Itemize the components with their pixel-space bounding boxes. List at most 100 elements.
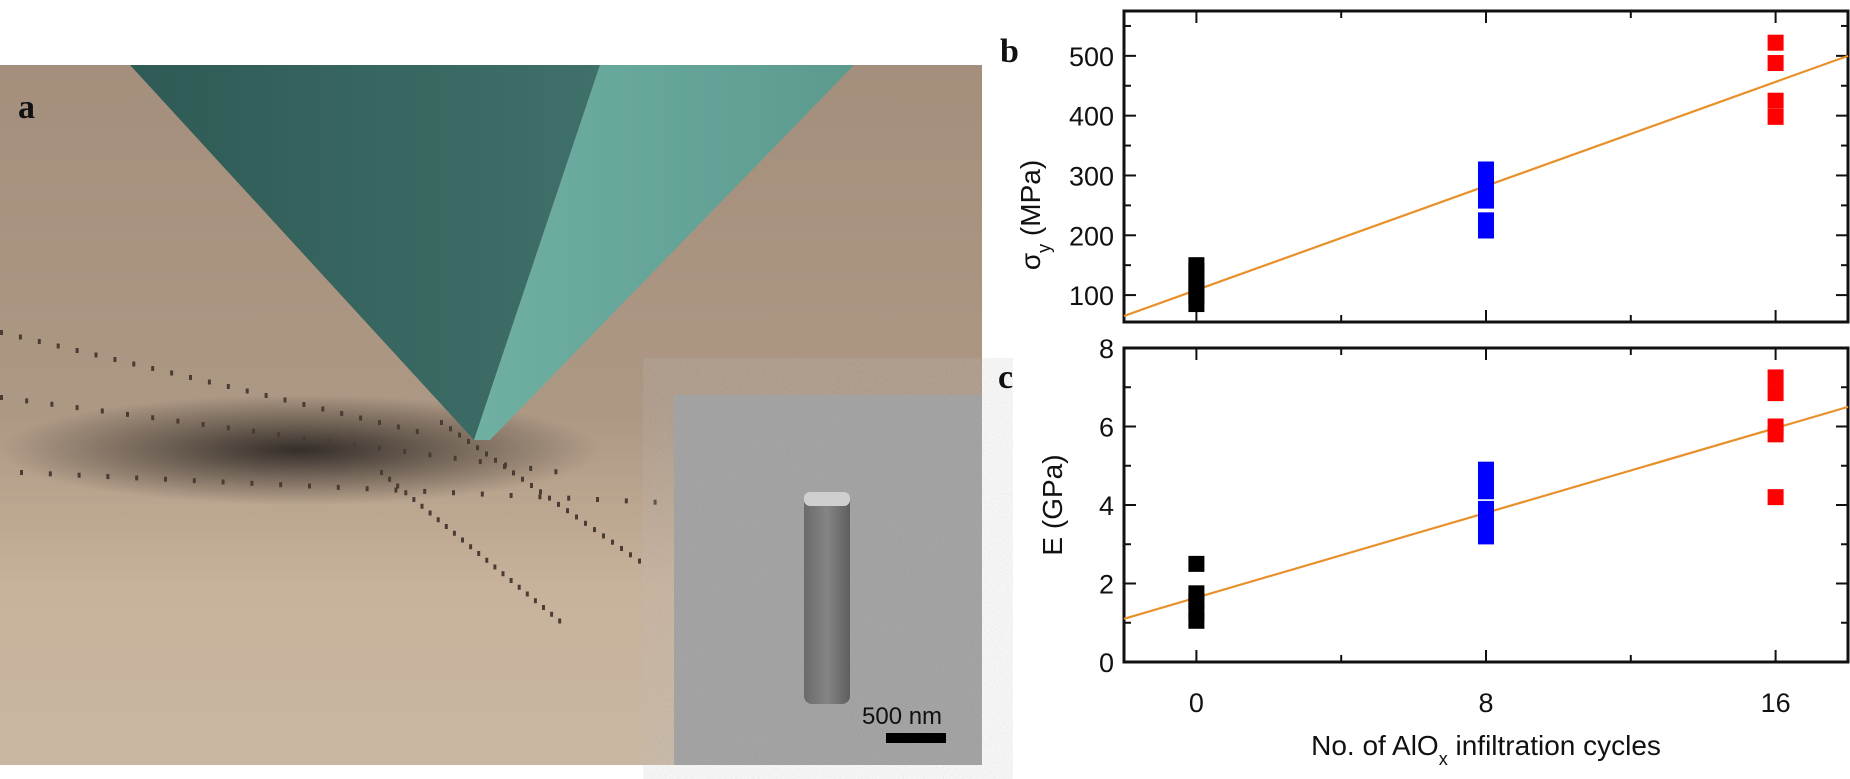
pillar-top [804, 492, 850, 506]
pillar-dot [512, 470, 515, 476]
pillar-dot [593, 527, 596, 533]
y-tick-label: 400 [1069, 102, 1114, 132]
pillar-dot [554, 469, 558, 475]
pillar-dot [327, 438, 331, 444]
pillar-dot [226, 425, 230, 431]
pillar-dot [452, 530, 456, 536]
pillar-dot [542, 605, 545, 610]
pillar-dot [420, 503, 424, 509]
pillar-dot [207, 379, 211, 385]
pillar-dot [20, 470, 23, 475]
xlabel-subscript: x [1439, 749, 1448, 769]
data-point [1767, 34, 1784, 51]
panel-label-c: c [998, 359, 1013, 396]
pillar-dot [575, 514, 578, 520]
xlabel-post: infiltration cycles [1448, 730, 1661, 761]
pillar-dot [277, 432, 281, 438]
pillar-dot [436, 517, 440, 523]
y-tick-label: 2 [1099, 570, 1114, 600]
pillar-dot [461, 537, 464, 543]
pillar-dot [444, 524, 448, 529]
x-tick-label: 0 [1189, 688, 1204, 718]
pillar-dot [538, 494, 542, 500]
ylabel-symbol: σ [1015, 253, 1046, 270]
pillar-dot [18, 334, 22, 340]
y-tick-label: 100 [1069, 281, 1114, 311]
inset-sem-pillar: 500 nm [674, 395, 982, 765]
pillar-dot [624, 498, 628, 504]
pillar-dot [517, 584, 521, 590]
scale-bar [886, 733, 946, 743]
data-point [1188, 585, 1205, 602]
pillar-dot [170, 370, 174, 376]
pillar-dot [503, 464, 506, 470]
pillar-dot [485, 451, 488, 457]
pillar-dot [476, 445, 479, 451]
pillar-dot [602, 533, 605, 539]
data-point [1478, 500, 1494, 517]
panel-label-a: a [18, 89, 35, 126]
pillar-dot [135, 475, 139, 481]
pillar-dot [250, 480, 254, 486]
pillar-dot [521, 476, 524, 482]
pillar-dot [509, 492, 513, 498]
pillar-dot [378, 420, 381, 425]
data-point [1767, 489, 1784, 506]
pillar-array [0, 330, 657, 624]
pillar-dot [302, 435, 306, 441]
pillar-dot [596, 497, 599, 502]
pillar-dot [533, 598, 537, 604]
ylabel-subscript: y [1034, 244, 1054, 253]
pillar-dot [611, 539, 614, 545]
pillar-dot [352, 442, 356, 448]
pillar-dot [477, 551, 481, 556]
pillar-dot [264, 393, 268, 398]
pillar-dot [638, 558, 641, 564]
pillar-dot [106, 474, 110, 480]
pillar-dot [126, 411, 129, 417]
pillar-dot [25, 398, 29, 404]
y-axis-label-b: σy (MPa) [1015, 160, 1054, 270]
pillar-dot [336, 484, 340, 490]
pillar-dot [245, 388, 249, 394]
pillar-dot [525, 591, 529, 597]
pillar-dot [449, 426, 452, 432]
data-point [1478, 212, 1494, 229]
indenter-tip-left-face [130, 65, 600, 440]
x-tick-label: 16 [1761, 688, 1791, 718]
tip-shadow [0, 395, 600, 505]
pillar-dot [75, 348, 79, 353]
indenter-tip-right-face [474, 65, 854, 440]
y-tick-label: 0 [1099, 648, 1114, 678]
pillar-dot [558, 618, 562, 624]
data-point [1767, 385, 1784, 402]
chart-c-elastic-modulus: c E (GPa) 0 8 16 0 2 4 6 8 [998, 334, 1850, 718]
pillar-dot [453, 455, 457, 461]
pillar-dot [0, 395, 3, 400]
pillar-dot [501, 571, 505, 577]
x-tick-label: 8 [1478, 688, 1493, 718]
pillar-dot [548, 495, 551, 501]
y-tick-label: 300 [1069, 161, 1114, 191]
data-point [1478, 516, 1494, 533]
pillar-dot [77, 472, 81, 478]
y-tick-label: 6 [1099, 413, 1114, 443]
pillar-dot [509, 578, 513, 583]
pillar-dot [189, 375, 192, 380]
pillar-dot [50, 401, 54, 407]
data-point [1767, 108, 1784, 125]
pillar-dot [226, 384, 230, 389]
pillar-dot [530, 483, 533, 488]
pillar-dot [94, 352, 98, 358]
pillar-dot [380, 470, 383, 475]
data-point [1188, 555, 1205, 572]
pillar-dot [529, 465, 533, 471]
pillar-dot [415, 429, 419, 434]
pillar-dot [359, 415, 363, 421]
panel-a-sem-image: a 500 nm [0, 65, 982, 765]
y-tick-label: 4 [1099, 491, 1114, 521]
y-tick-label: 200 [1069, 221, 1114, 251]
pillar-dot [403, 449, 407, 454]
pillar-dot [493, 564, 497, 570]
